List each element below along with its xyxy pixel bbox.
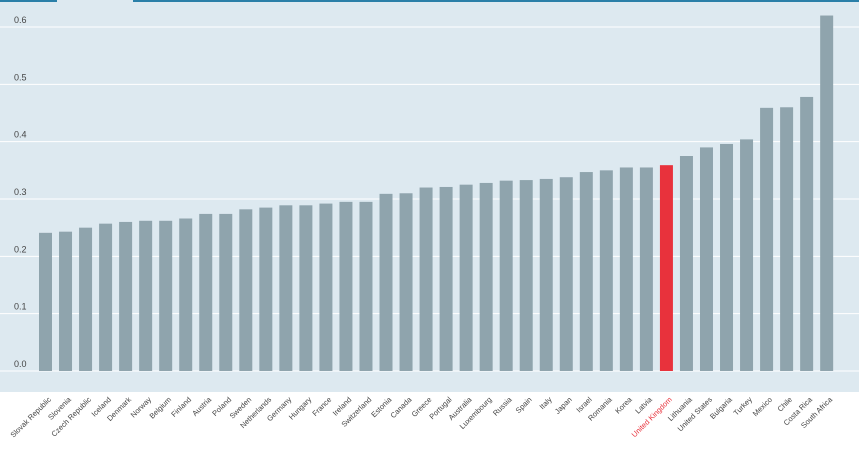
x-tick-label: Spain xyxy=(514,395,534,415)
x-tick-label: Finland xyxy=(169,395,193,419)
bar xyxy=(439,186,453,371)
bar xyxy=(459,184,473,371)
bar xyxy=(79,227,93,371)
y-tick-label: 0.3 xyxy=(14,187,27,197)
bar xyxy=(659,165,673,371)
bar xyxy=(820,15,834,372)
bar xyxy=(679,156,693,371)
y-tick-label: 0.2 xyxy=(14,244,27,254)
x-tick-label: Italy xyxy=(538,395,554,411)
bars xyxy=(39,15,834,372)
bar xyxy=(319,203,333,371)
bar xyxy=(259,207,273,371)
x-tick-label: Austria xyxy=(190,394,213,417)
bar xyxy=(159,220,173,371)
y-tick-label: 0.4 xyxy=(14,130,27,140)
bar xyxy=(359,201,373,371)
bar xyxy=(519,180,533,371)
bar xyxy=(419,187,433,371)
y-axis-ticks: 0.0 0.1 0.2 0.3 0.4 0.5 0.6 xyxy=(14,15,27,369)
y-tick-label: 0.6 xyxy=(14,15,27,25)
bar xyxy=(39,232,52,371)
bar xyxy=(139,220,153,371)
x-tick-label: Canada xyxy=(389,394,415,420)
bar xyxy=(399,193,413,371)
bar xyxy=(179,218,193,371)
bar xyxy=(740,139,754,371)
bar xyxy=(299,205,313,371)
bar xyxy=(99,223,113,371)
bar xyxy=(760,107,774,371)
bar xyxy=(619,167,633,371)
bar xyxy=(720,143,734,371)
y-tick-label: 0.0 xyxy=(14,359,27,369)
bar xyxy=(219,213,233,371)
bar xyxy=(119,221,133,371)
x-tick-label: Belgium xyxy=(148,395,174,421)
x-tick-label: France xyxy=(310,395,333,418)
bar xyxy=(539,178,553,371)
x-tick-label: Japan xyxy=(553,395,574,416)
bar xyxy=(199,213,213,371)
bar xyxy=(639,167,653,371)
x-tick-label: Turkey xyxy=(732,395,755,418)
bar xyxy=(699,147,713,371)
x-tick-label: Bulgaria xyxy=(708,394,734,420)
x-tick-label: Korea xyxy=(613,394,634,415)
y-tick-label: 0.1 xyxy=(14,302,27,312)
bar xyxy=(379,193,393,371)
bar xyxy=(339,201,353,371)
top-rule-left xyxy=(0,0,57,2)
bar xyxy=(780,107,794,372)
x-tick-label: Hungary xyxy=(287,395,314,422)
bar xyxy=(599,170,613,371)
y-tick-label: 0.5 xyxy=(14,72,27,82)
x-tick-label: Russia xyxy=(491,394,514,417)
x-tick-label: Slovak Republic xyxy=(9,395,54,440)
bar xyxy=(559,177,573,371)
bar xyxy=(479,182,493,371)
x-tick-label: Mexico xyxy=(751,395,774,418)
bar xyxy=(800,96,814,372)
bar xyxy=(499,180,513,371)
bar xyxy=(239,209,253,371)
bar xyxy=(59,231,73,371)
top-rule-right xyxy=(133,0,859,2)
bar xyxy=(579,172,593,371)
bar xyxy=(279,205,293,371)
